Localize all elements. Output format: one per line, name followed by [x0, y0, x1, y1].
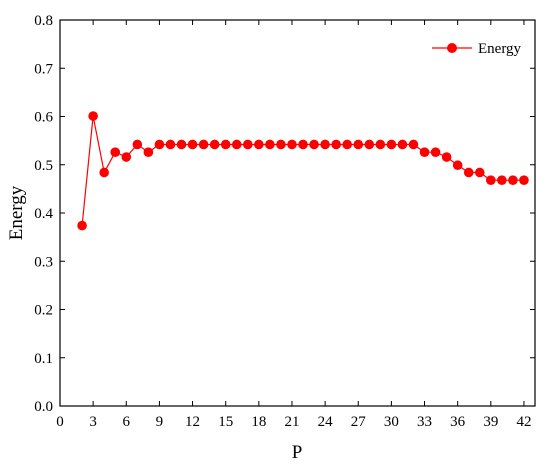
data-point	[397, 139, 408, 150]
plot-frame	[59, 19, 536, 407]
data-point	[276, 139, 286, 150]
y-tick-label: 0.6	[34, 110, 53, 126]
y-tick-label: 0.5	[34, 158, 53, 174]
series-line	[81, 115, 524, 226]
data-point	[364, 139, 375, 150]
data-point	[386, 139, 397, 150]
data-point	[298, 139, 308, 150]
y-axis-label: Energy	[6, 185, 27, 240]
x-tick-label: 27	[351, 414, 367, 430]
x-axis: 0 3 6 9 12 15 18 21 24 27 30 33 36 39 42	[56, 20, 531, 430]
series-energy	[77, 111, 529, 231]
x-tick-label: 30	[384, 414, 399, 430]
data-point	[231, 139, 242, 150]
x-tick-label: 9	[156, 414, 164, 430]
legend-label: Energy	[478, 41, 522, 57]
data-point	[441, 152, 452, 162]
x-tick-label: 3	[89, 414, 97, 430]
x-tick-label: 15	[218, 414, 233, 430]
x-tick-label: 6	[123, 414, 131, 430]
data-point	[143, 147, 154, 158]
data-point	[242, 139, 253, 150]
data-point	[165, 139, 176, 150]
y-tick-label: 0.2	[34, 303, 53, 319]
x-tick-label: 42	[516, 414, 531, 430]
data-point	[88, 111, 98, 121]
data-point	[110, 147, 121, 158]
data-point	[408, 139, 419, 150]
x-tick-label: 0	[56, 414, 64, 430]
data-point	[254, 139, 264, 150]
x-axis-label: P	[292, 442, 303, 463]
y-axis: 0.0 0.1 0.2 0.3 0.4 0.5 0.6 0.7 0.8	[34, 13, 535, 415]
x-tick-label: 12	[185, 414, 200, 430]
x-tick-label: 18	[251, 414, 266, 430]
x-tick-label: 39	[483, 414, 498, 430]
data-point	[198, 139, 209, 150]
data-point	[132, 139, 143, 150]
y-tick-label: 0.0	[34, 399, 53, 415]
data-point	[452, 160, 463, 171]
data-point	[375, 139, 386, 150]
y-tick-label: 0.4	[34, 206, 53, 222]
y-tick-label: 0.8	[34, 13, 53, 29]
data-point	[77, 220, 87, 231]
data-point	[320, 139, 330, 150]
data-point	[187, 139, 198, 150]
data-point	[474, 167, 485, 178]
y-tick-label: 0.7	[34, 61, 53, 77]
data-point	[342, 139, 353, 150]
x-tick-label: 36	[450, 414, 466, 430]
data-point	[353, 139, 364, 150]
data-point	[220, 139, 231, 150]
data-point	[419, 147, 430, 158]
data-point	[121, 152, 132, 162]
data-point	[99, 167, 109, 178]
data-point	[309, 139, 319, 150]
data-point	[519, 175, 529, 185]
data-point	[287, 139, 297, 150]
x-tick-label: 33	[417, 414, 432, 430]
x-tick-label: 24	[318, 414, 334, 430]
data-point	[463, 167, 474, 178]
legend: Energy	[432, 41, 522, 57]
data-point	[176, 139, 187, 150]
data-point	[508, 175, 518, 185]
data-point	[265, 139, 275, 150]
x-tick-label: 21	[284, 414, 299, 430]
y-tick-label: 0.3	[34, 254, 53, 270]
data-point	[430, 147, 441, 158]
legend-marker	[447, 43, 457, 53]
y-tick-label: 0.1	[34, 351, 53, 367]
data-point	[154, 139, 165, 150]
data-point	[486, 175, 496, 185]
data-point	[209, 139, 220, 150]
data-point	[331, 139, 341, 150]
data-point	[497, 175, 507, 185]
